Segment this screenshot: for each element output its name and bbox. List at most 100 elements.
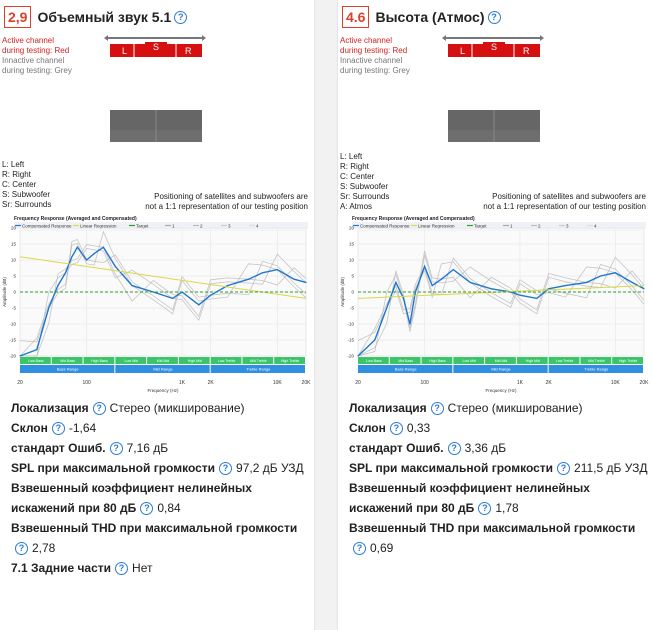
series-point	[469, 281, 471, 283]
help-icon[interactable]: ?	[115, 562, 129, 576]
spec-value: 0,33	[406, 421, 431, 435]
inactive-channel-label: during testing: Grey	[340, 66, 410, 75]
band-label: Mid Bass	[398, 359, 413, 363]
channel-label: R	[185, 46, 192, 56]
range-box	[453, 365, 548, 373]
legend-entry: Compensated Response	[360, 224, 410, 229]
height-atmos-card: 4.6 Высота (Атмос) ? Active channel duri…	[338, 0, 652, 630]
card-title: Высота (Атмос)	[375, 9, 485, 25]
range-label: Bass Range	[395, 367, 418, 372]
abbr-item: S: Subwoofer	[2, 190, 51, 199]
legend-entry: 4	[256, 224, 259, 229]
spec-row: Склон? -1,64	[11, 418, 311, 438]
series-line	[19, 256, 307, 299]
speaker-diagram: Active channel during testing: Red Innac…	[338, 34, 652, 214]
spec-row: Взвешенный коэффициент нелинейных искаже…	[11, 478, 311, 518]
abbr-item: Sr: Surrounds	[340, 192, 390, 201]
series-point	[226, 285, 229, 287]
inactive-channel-label: Innactive channel	[2, 56, 65, 65]
band-box	[421, 357, 453, 364]
help-icon[interactable]: ?	[92, 402, 106, 416]
spec-row: Локализация? Стерео (микширование)	[11, 398, 311, 418]
help-icon[interactable]: ?	[15, 542, 28, 556]
legend-entry: 2	[538, 224, 541, 229]
series-point	[172, 297, 174, 299]
series-point	[57, 285, 59, 287]
x-tick-label: 20	[17, 380, 23, 386]
spec-row: стандарт Ошиб.? 3,36 дБ	[349, 438, 649, 458]
series-point	[93, 253, 95, 255]
spec-label: SPL при максимальной громкости	[11, 461, 216, 475]
abbr-item: S: Subwoofer	[340, 182, 389, 191]
band-box	[358, 357, 389, 364]
help-icon[interactable]: ?	[487, 10, 501, 24]
band-box	[20, 357, 51, 364]
x-tick-label: 1K	[179, 380, 186, 386]
abbr-item: L: Left	[340, 152, 363, 161]
active-channel-label: Active channel	[340, 36, 393, 45]
help-icon[interactable]: ?	[174, 10, 188, 24]
legend-entry: 1	[510, 224, 513, 229]
series-point	[564, 285, 567, 287]
y-tick-label: 5	[13, 274, 16, 279]
help-icon[interactable]: ?	[140, 502, 154, 516]
active-channel-label: Active channel	[2, 36, 55, 45]
spec-value: 1,78	[495, 501, 519, 515]
help-icon[interactable]: ?	[219, 462, 233, 476]
help-icon[interactable]: ?	[478, 502, 492, 516]
series-point	[386, 307, 388, 309]
band-box	[548, 357, 580, 364]
spec-value: 7,16 дБ	[126, 441, 169, 455]
spec-value: 211,5 дБ УЗД	[574, 461, 648, 475]
series-point	[614, 272, 616, 274]
series-point	[536, 297, 538, 299]
abbr-item: Sr: Surrounds	[2, 200, 52, 209]
chart-legend	[14, 222, 308, 229]
spec-value: Стерео (микширование)	[447, 401, 583, 415]
y-tick-label: -5	[350, 306, 354, 311]
legend-entry: Linear Regression	[418, 224, 455, 229]
help-icon[interactable]: ?	[447, 442, 461, 456]
x-tick-label: 20K	[302, 380, 312, 386]
y-tick-label: -10	[347, 322, 354, 327]
series-point	[519, 294, 521, 296]
card-header: 2,9 Объемный звук 5.1 ?	[0, 0, 314, 34]
positioning-note: Positioning of satellites and subwoofers…	[483, 192, 646, 212]
spec-label: Локализация	[349, 401, 427, 415]
help-icon[interactable]: ?	[430, 402, 444, 416]
series-point	[424, 265, 426, 267]
help-icon[interactable]: ?	[389, 422, 403, 436]
band-label: Mid Mid	[157, 359, 170, 363]
series-point	[36, 349, 38, 351]
positioning-note-line: Positioning of satellites and subwoofers…	[154, 192, 308, 201]
band-box	[210, 357, 242, 364]
x-axis-label: Frequency (Hz)	[147, 388, 179, 393]
band-label: Low Mid	[463, 359, 476, 363]
y-tick-label: 20	[11, 226, 17, 231]
positioning-note: Positioning of satellites and subwoofers…	[145, 192, 308, 212]
active-channel-label: during testing: Red	[2, 46, 70, 55]
abbr-item: C: Center	[340, 172, 375, 181]
band-label: High Mid	[526, 359, 540, 363]
inactive-channel-label: Innactive channel	[340, 56, 403, 65]
frequency-response-chart: Frequency Response (Averaged and Compens…	[2, 216, 312, 393]
y-tick-label: 20	[349, 226, 355, 231]
spec-value: 0,69	[370, 541, 394, 555]
x-tick-label: 10K	[273, 380, 283, 386]
positioning-note-line: Positioning of satellites and subwoofers…	[492, 192, 646, 201]
surround-card: 2,9 Объемный звук 5.1 ? Active channel d…	[0, 0, 314, 630]
band-label: Low Bass	[28, 359, 44, 363]
series-point	[357, 355, 359, 357]
series-point	[71, 256, 73, 258]
help-icon[interactable]: ?	[51, 422, 65, 436]
x-tick-label: 20K	[640, 380, 650, 386]
help-icon[interactable]: ?	[557, 462, 571, 476]
x-tick-label: 20	[355, 380, 361, 386]
series-point	[643, 288, 645, 290]
y-tick-label: 0	[13, 290, 16, 295]
x-tick-label: 100	[82, 380, 91, 386]
inactive-channel-label: during testing: Grey	[2, 66, 72, 75]
series-point	[431, 285, 433, 287]
help-icon[interactable]: ?	[353, 542, 366, 556]
help-icon[interactable]: ?	[109, 442, 123, 456]
